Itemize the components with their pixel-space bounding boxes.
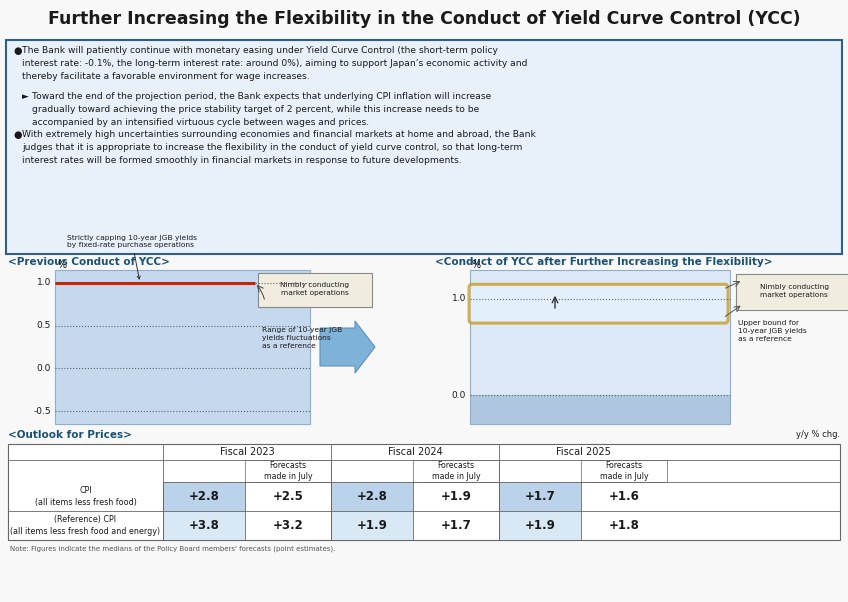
Text: Nimbly conducting
market operations: Nimbly conducting market operations	[281, 282, 349, 296]
Text: 1.0: 1.0	[452, 294, 466, 303]
Text: CPI
(all items less fresh food): CPI (all items less fresh food)	[35, 486, 137, 506]
Text: <Conduct of YCC after Further Increasing the Flexibility>: <Conduct of YCC after Further Increasing…	[435, 257, 773, 267]
Text: <Previous Conduct of YCC>: <Previous Conduct of YCC>	[8, 257, 170, 267]
Text: +2.8: +2.8	[356, 490, 388, 503]
FancyBboxPatch shape	[469, 284, 728, 323]
FancyBboxPatch shape	[258, 273, 372, 307]
Bar	[331, 482, 413, 511]
Text: 0.5: 0.5	[36, 321, 51, 330]
Text: ►: ►	[22, 92, 29, 101]
Text: -0.5: -0.5	[33, 407, 51, 415]
Text: Note: Figures indicate the medians of the Policy Board members' forecasts (point: Note: Figures indicate the medians of th…	[10, 545, 335, 551]
Bar	[163, 511, 245, 540]
Text: %: %	[472, 260, 481, 270]
Text: +1.7: +1.7	[441, 519, 471, 532]
Text: Range of 10-year JGB
yields fluctuations
as a reference: Range of 10-year JGB yields fluctuations…	[262, 327, 343, 349]
Bar	[470, 395, 730, 424]
Text: 0.0: 0.0	[36, 364, 51, 373]
FancyArrow shape	[320, 321, 375, 373]
Bar	[499, 482, 581, 511]
Bar	[245, 460, 331, 482]
Text: Upper bound for
10-year JGB yields
as a reference: Upper bound for 10-year JGB yields as a …	[738, 320, 806, 342]
FancyBboxPatch shape	[736, 274, 848, 310]
Bar	[331, 511, 413, 540]
Bar	[470, 270, 730, 395]
Text: (Reference) CPI
(all items less fresh food and energy): (Reference) CPI (all items less fresh fo…	[10, 515, 160, 536]
Bar	[470, 270, 730, 424]
Text: Fiscal 2025: Fiscal 2025	[555, 447, 611, 457]
Text: 1.0: 1.0	[36, 278, 51, 287]
Bar	[8, 444, 840, 540]
Text: Fiscal 2023: Fiscal 2023	[220, 447, 275, 457]
Text: Forecasts
made in July: Forecasts made in July	[600, 461, 649, 481]
Bar	[581, 460, 667, 482]
Text: +2.5: +2.5	[272, 490, 304, 503]
Text: ●: ●	[13, 130, 21, 140]
Bar	[499, 511, 581, 540]
Text: +3.8: +3.8	[188, 519, 220, 532]
Text: Forecasts
made in July: Forecasts made in July	[264, 461, 312, 481]
Text: +1.8: +1.8	[609, 519, 639, 532]
Text: Strictly capping 10-year JGB yields
by fixed-rate purchase operations: Strictly capping 10-year JGB yields by f…	[67, 235, 197, 279]
Text: +1.7: +1.7	[525, 490, 555, 503]
Text: +1.9: +1.9	[525, 519, 555, 532]
Text: ●: ●	[13, 46, 21, 56]
Text: With extremely high uncertainties surrounding economies and financial markets at: With extremely high uncertainties surrou…	[22, 130, 536, 165]
Bar	[6, 40, 842, 254]
Text: +1.9: +1.9	[356, 519, 388, 532]
Text: Fiscal 2024: Fiscal 2024	[388, 447, 443, 457]
Text: The Bank will patiently continue with monetary easing under Yield Curve Control : The Bank will patiently continue with mo…	[22, 46, 527, 81]
Text: Toward the end of the projection period, the Bank expects that underlying CPI in: Toward the end of the projection period,…	[32, 92, 491, 126]
Text: y/y % chg.: y/y % chg.	[796, 430, 840, 439]
Text: +3.2: +3.2	[272, 519, 304, 532]
Text: Forecasts
made in July: Forecasts made in July	[432, 461, 480, 481]
Text: +2.8: +2.8	[188, 490, 220, 503]
Bar	[163, 482, 245, 511]
Text: <Outlook for Prices>: <Outlook for Prices>	[8, 430, 132, 440]
Text: +1.9: +1.9	[441, 490, 471, 503]
Bar	[55, 270, 310, 424]
Text: 0.0: 0.0	[452, 391, 466, 400]
Text: Further Increasing the Flexibility in the Conduct of Yield Curve Control (YCC): Further Increasing the Flexibility in th…	[47, 10, 801, 28]
Text: Nimbly conducting
market operations: Nimbly conducting market operations	[760, 284, 828, 298]
Bar	[413, 460, 499, 482]
Text: %: %	[57, 260, 66, 270]
Text: +1.6: +1.6	[609, 490, 639, 503]
